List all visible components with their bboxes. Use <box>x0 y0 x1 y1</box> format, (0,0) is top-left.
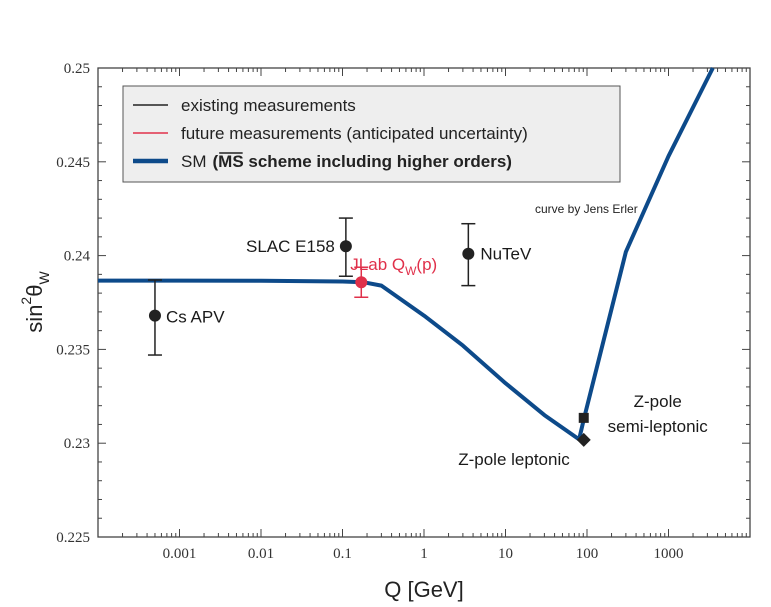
y-axis-title-sup: 2 <box>18 297 34 305</box>
point-label: Z-pole leptonic <box>458 450 570 469</box>
point-label: Cs APV <box>166 308 225 327</box>
point-label-tail: (p) <box>416 255 437 274</box>
point-z-pole-semi-leptonic: Z-pole semi-leptonic <box>578 392 709 436</box>
legend-label-sm: SM (MS scheme including higher orders) <box>181 152 512 171</box>
point-marker <box>339 240 352 253</box>
y-tick-label: 0.24 <box>64 249 91 265</box>
point-label-line1: Z-pole <box>634 392 682 411</box>
legend-sm-prefix: SM <box>181 152 207 171</box>
sm-curve-line <box>98 67 715 442</box>
y-axis-ticks: 0.225 0.23 0.235 0.24 0.245 0.25 <box>56 61 750 546</box>
x-tick-label: 100 <box>576 546 599 562</box>
point-marker <box>148 309 161 322</box>
point-label-sub: W <box>405 264 417 278</box>
point-jlab-qw-p-: JLab QW(p) <box>350 255 437 298</box>
y-tick-label: 0.23 <box>64 436 90 452</box>
x-tick-label: 1 <box>420 546 428 562</box>
point-marker <box>462 247 475 260</box>
data-points: Cs APV SLAC E158 JLab QW(p) NuTeV Z-pole lep… <box>147 217 709 469</box>
point-marker <box>576 432 591 447</box>
x-axis-ticks: 0.001 0.01 0.1 1 10 100 1000 <box>97 68 747 562</box>
point-label-line2: semi-leptonic <box>608 417 709 436</box>
x-tick-label: 0.1 <box>333 546 352 562</box>
point-marker <box>578 412 589 423</box>
legend-label-future: future measurements (anticipated uncerta… <box>181 124 528 143</box>
legend-box <box>122 85 621 183</box>
y-axis-title-sub: W <box>36 271 52 285</box>
point-z-pole-leptonic: Z-pole leptonic <box>458 432 591 469</box>
legend: existing measurements future measurement… <box>122 85 621 183</box>
point-nutev: NuTeV <box>461 222 532 287</box>
legend-sm-msbar: MS <box>218 152 244 171</box>
legend-sm-paren: ( <box>213 152 219 171</box>
y-axis-title-theta: θ <box>22 285 47 297</box>
x-tick-label: 0.001 <box>163 546 197 562</box>
y-tick-label: 0.25 <box>64 61 90 77</box>
point-marker <box>355 276 368 289</box>
x-tick-label: 0.01 <box>248 546 274 562</box>
legend-sm-rest: scheme including higher orders) <box>244 152 512 171</box>
x-tick-label: 10 <box>498 546 513 562</box>
svg-text:sin2θW: sin2θW <box>18 271 52 333</box>
credit-text: curve by Jens Erler <box>535 202 638 216</box>
point-label-main: JLab Q <box>350 255 405 274</box>
point-label: NuTeV <box>480 245 532 264</box>
y-tick-label: 0.245 <box>56 155 90 171</box>
x-axis-title: Q [GeV] <box>384 577 463 602</box>
y-axis-title: sin2θW <box>18 271 52 333</box>
point-cs-apv: Cs APV <box>147 279 225 356</box>
y-axis-title-main: sin <box>22 305 47 333</box>
legend-label-existing: existing measurements <box>181 96 356 115</box>
y-tick-label: 0.235 <box>56 342 90 358</box>
point-slac-e158: SLAC E158 <box>246 217 353 277</box>
point-label: JLab QW(p) <box>350 255 437 278</box>
y-tick-label: 0.225 <box>56 530 90 546</box>
x-tick-label: 1000 <box>654 546 684 562</box>
point-label: SLAC E158 <box>246 237 335 256</box>
